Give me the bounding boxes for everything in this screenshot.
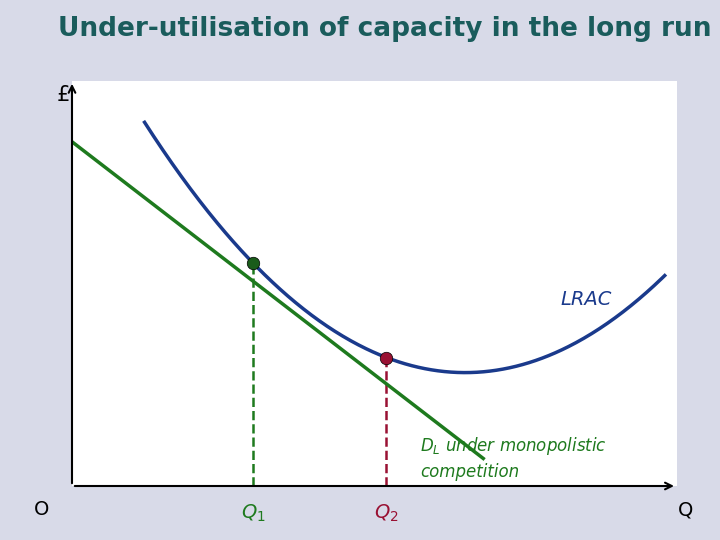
Text: $Q_1$: $Q_1$ bbox=[241, 502, 266, 523]
Text: $D_L$ under monopolistic
competition: $D_L$ under monopolistic competition bbox=[420, 435, 606, 481]
Text: LRAC: LRAC bbox=[560, 290, 612, 309]
Text: $Q_2$: $Q_2$ bbox=[374, 502, 399, 523]
Text: Q: Q bbox=[678, 500, 693, 519]
Text: O: O bbox=[34, 500, 50, 519]
Text: £: £ bbox=[57, 85, 71, 105]
Text: Under-utilisation of capacity in the long run: Under-utilisation of capacity in the lon… bbox=[58, 16, 711, 42]
